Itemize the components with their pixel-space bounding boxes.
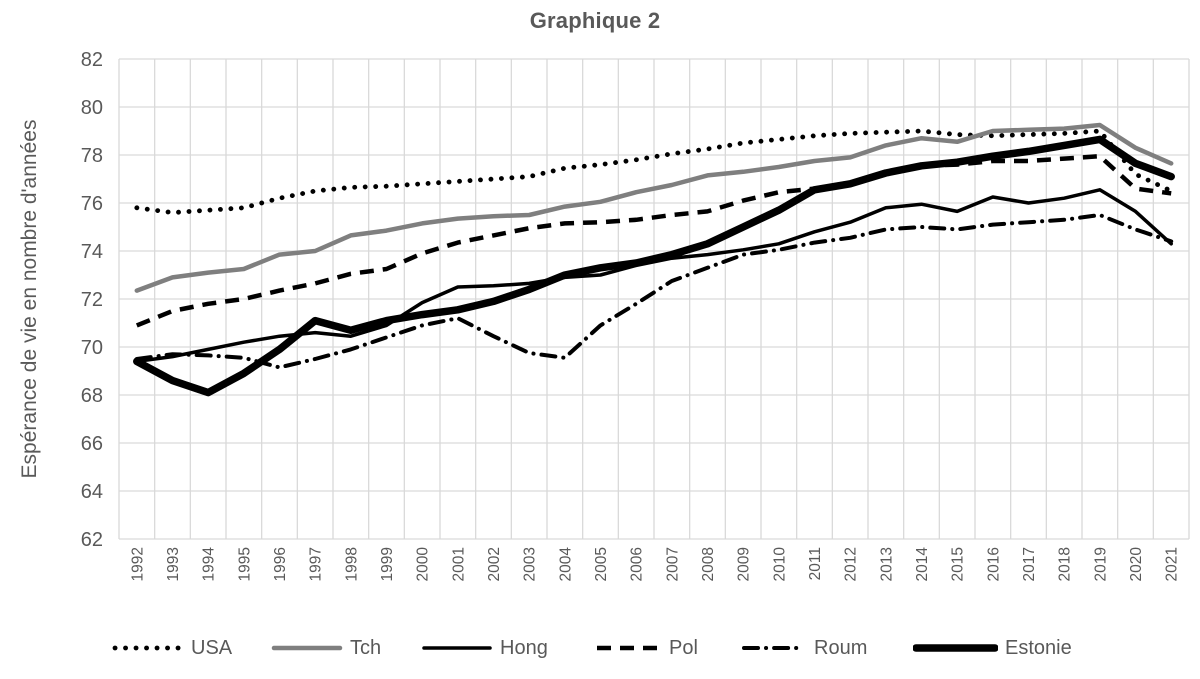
x-tick-label: 2016 <box>985 547 1002 581</box>
y-tick-label: 66 <box>81 433 103 455</box>
y-tick-label: 78 <box>81 145 103 167</box>
legend-item-pol: Pol <box>594 630 698 666</box>
x-tick-label: 2010 <box>771 547 788 582</box>
x-tick-label: 2004 <box>557 547 574 582</box>
x-tick-label: 2017 <box>1021 547 1038 581</box>
series-line-pol <box>135 153 1172 328</box>
x-tick-label: 2020 <box>1128 547 1145 582</box>
x-tick-label: 2012 <box>843 547 860 581</box>
x-tick-label: 2000 <box>415 547 432 582</box>
x-tick-label: 1999 <box>379 547 396 581</box>
legend-label-pol: Pol <box>669 636 698 659</box>
y-tick-label: 80 <box>81 97 103 119</box>
x-tick-label: 2014 <box>914 547 931 582</box>
x-tick-label: 2005 <box>593 547 610 581</box>
legend-item-usa: USA <box>112 630 232 666</box>
x-tick-label: 2009 <box>736 547 753 581</box>
x-tick-label: 2001 <box>450 547 467 581</box>
x-tick-label: 2011 <box>807 547 824 580</box>
legend-item-tch: Tch <box>271 630 381 666</box>
x-tick-label: 2018 <box>1057 547 1074 581</box>
series-line-estonie <box>133 135 1175 397</box>
x-tick-label: 2008 <box>700 547 717 581</box>
legend-swatch-estonie <box>913 644 998 652</box>
legend-label-estonie: Estonie <box>1005 636 1072 659</box>
x-tick-label: 1997 <box>308 547 325 581</box>
chart-title: Graphique 2 <box>529 8 661 33</box>
y-tick-label: 72 <box>81 289 103 311</box>
y-tick-label: 74 <box>81 241 103 263</box>
x-tick-label: 2015 <box>950 547 967 581</box>
legend-swatch-pol <box>597 645 659 651</box>
x-tick-label: 2006 <box>629 547 646 581</box>
legend-label-usa: USA <box>191 636 233 659</box>
legend-swatch-usa <box>112 645 184 651</box>
y-tick-label: 68 <box>81 385 103 407</box>
x-tick-label: 1993 <box>165 547 182 581</box>
plot-area: 62 64 66 68 70 72 74 76 78 80 82 1992 1993 1994 1995 19… <box>81 49 1190 582</box>
y-tick-label: 62 <box>81 529 103 551</box>
x-tick-label: 1995 <box>236 547 253 581</box>
x-tick-label: 2007 <box>664 547 681 581</box>
y-tick-label: 82 <box>81 49 103 71</box>
series-line-roum <box>134 213 1174 370</box>
legend-item-hong: Hong <box>421 630 548 666</box>
x-tick-label: 2003 <box>522 547 539 581</box>
y-tick-label: 76 <box>81 193 103 215</box>
y-tick-label: 64 <box>81 481 103 503</box>
legend: USA Tch Hong Pol Roum Estonie <box>0 630 1200 666</box>
legend-swatch-tch <box>271 645 343 651</box>
y-tick-label: 70 <box>81 337 103 359</box>
legend-label-roum: Roum <box>814 636 868 659</box>
x-tick-label: 1992 <box>129 547 146 581</box>
x-tick-label: 2002 <box>486 547 503 581</box>
legend-item-estonie: Estonie <box>913 630 1072 666</box>
legend-item-roum: Roum <box>741 630 867 666</box>
x-tick-label: 2013 <box>878 547 895 581</box>
legend-swatch-roum <box>742 646 806 650</box>
legend-swatch-hong <box>422 646 492 650</box>
legend-label-hong: Hong <box>500 636 548 659</box>
x-tick-label: 2021 <box>1164 547 1181 581</box>
x-tick-label: 1998 <box>343 547 360 581</box>
x-tick-label: 2019 <box>1092 547 1109 581</box>
x-tick-label: 1994 <box>201 547 218 582</box>
legend-label-tch: Tch <box>350 636 382 659</box>
x-tick-label: 1996 <box>272 547 289 581</box>
series-line-tch <box>134 122 1174 293</box>
